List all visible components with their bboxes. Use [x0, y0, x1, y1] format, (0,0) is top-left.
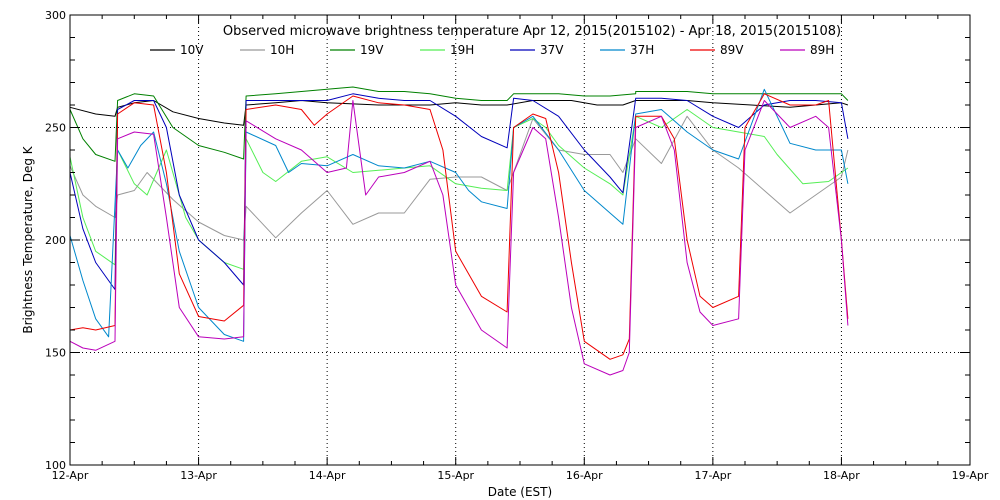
series-line-89v [69, 93, 849, 360]
y-tick-label: 250 [45, 122, 66, 135]
y-axis-label: Brightness Temperature, Deg K [21, 145, 35, 333]
y-tick-label: 200 [45, 234, 66, 247]
y-tick-label: 300 [45, 9, 66, 22]
x-tick-label: 13-Apr [180, 469, 217, 482]
x-tick-label: 14-Apr [309, 469, 346, 482]
legend: 10V 10H 19V 19H 37V 37H 89V 89H [150, 43, 834, 57]
series-line-89h [69, 100, 849, 376]
legend-label-37h: 37H [630, 43, 654, 57]
chart-title: Observed microwave brightness temperatur… [223, 24, 841, 39]
series-line-19v [69, 86, 849, 162]
y-tick-label: 150 [45, 347, 66, 360]
legend-label-89h: 89H [810, 43, 834, 57]
x-tick-label: 16-Apr [566, 469, 603, 482]
legend-label-10v: 10V [180, 43, 204, 57]
legend-label-19h: 19H [450, 43, 474, 57]
legend-label-10h: 10H [270, 43, 294, 57]
series-line-37v [69, 93, 849, 290]
series-layer [69, 86, 849, 376]
label-layer: Observed microwave brightness temperatur… [21, 24, 841, 499]
tick-layer: 12-Apr 13-Apr 14-Apr 15-Apr 16-Apr 17-Apr 18-A… [45, 9, 989, 482]
x-tick-label: 19-Apr [952, 469, 989, 482]
y-tick-label: 100 [45, 459, 66, 472]
x-tick-label: 15-Apr [437, 469, 474, 482]
x-tick-label: 17-Apr [694, 469, 731, 482]
legend-label-89v: 89V [720, 43, 744, 57]
x-tick-label: 18-Apr [823, 469, 860, 482]
x-axis-label: Date (EST) [488, 485, 552, 499]
legend-label-19v: 19V [360, 43, 384, 57]
x-tick-label: 12-Apr [52, 469, 89, 482]
legend-label-37v: 37V [540, 43, 564, 57]
